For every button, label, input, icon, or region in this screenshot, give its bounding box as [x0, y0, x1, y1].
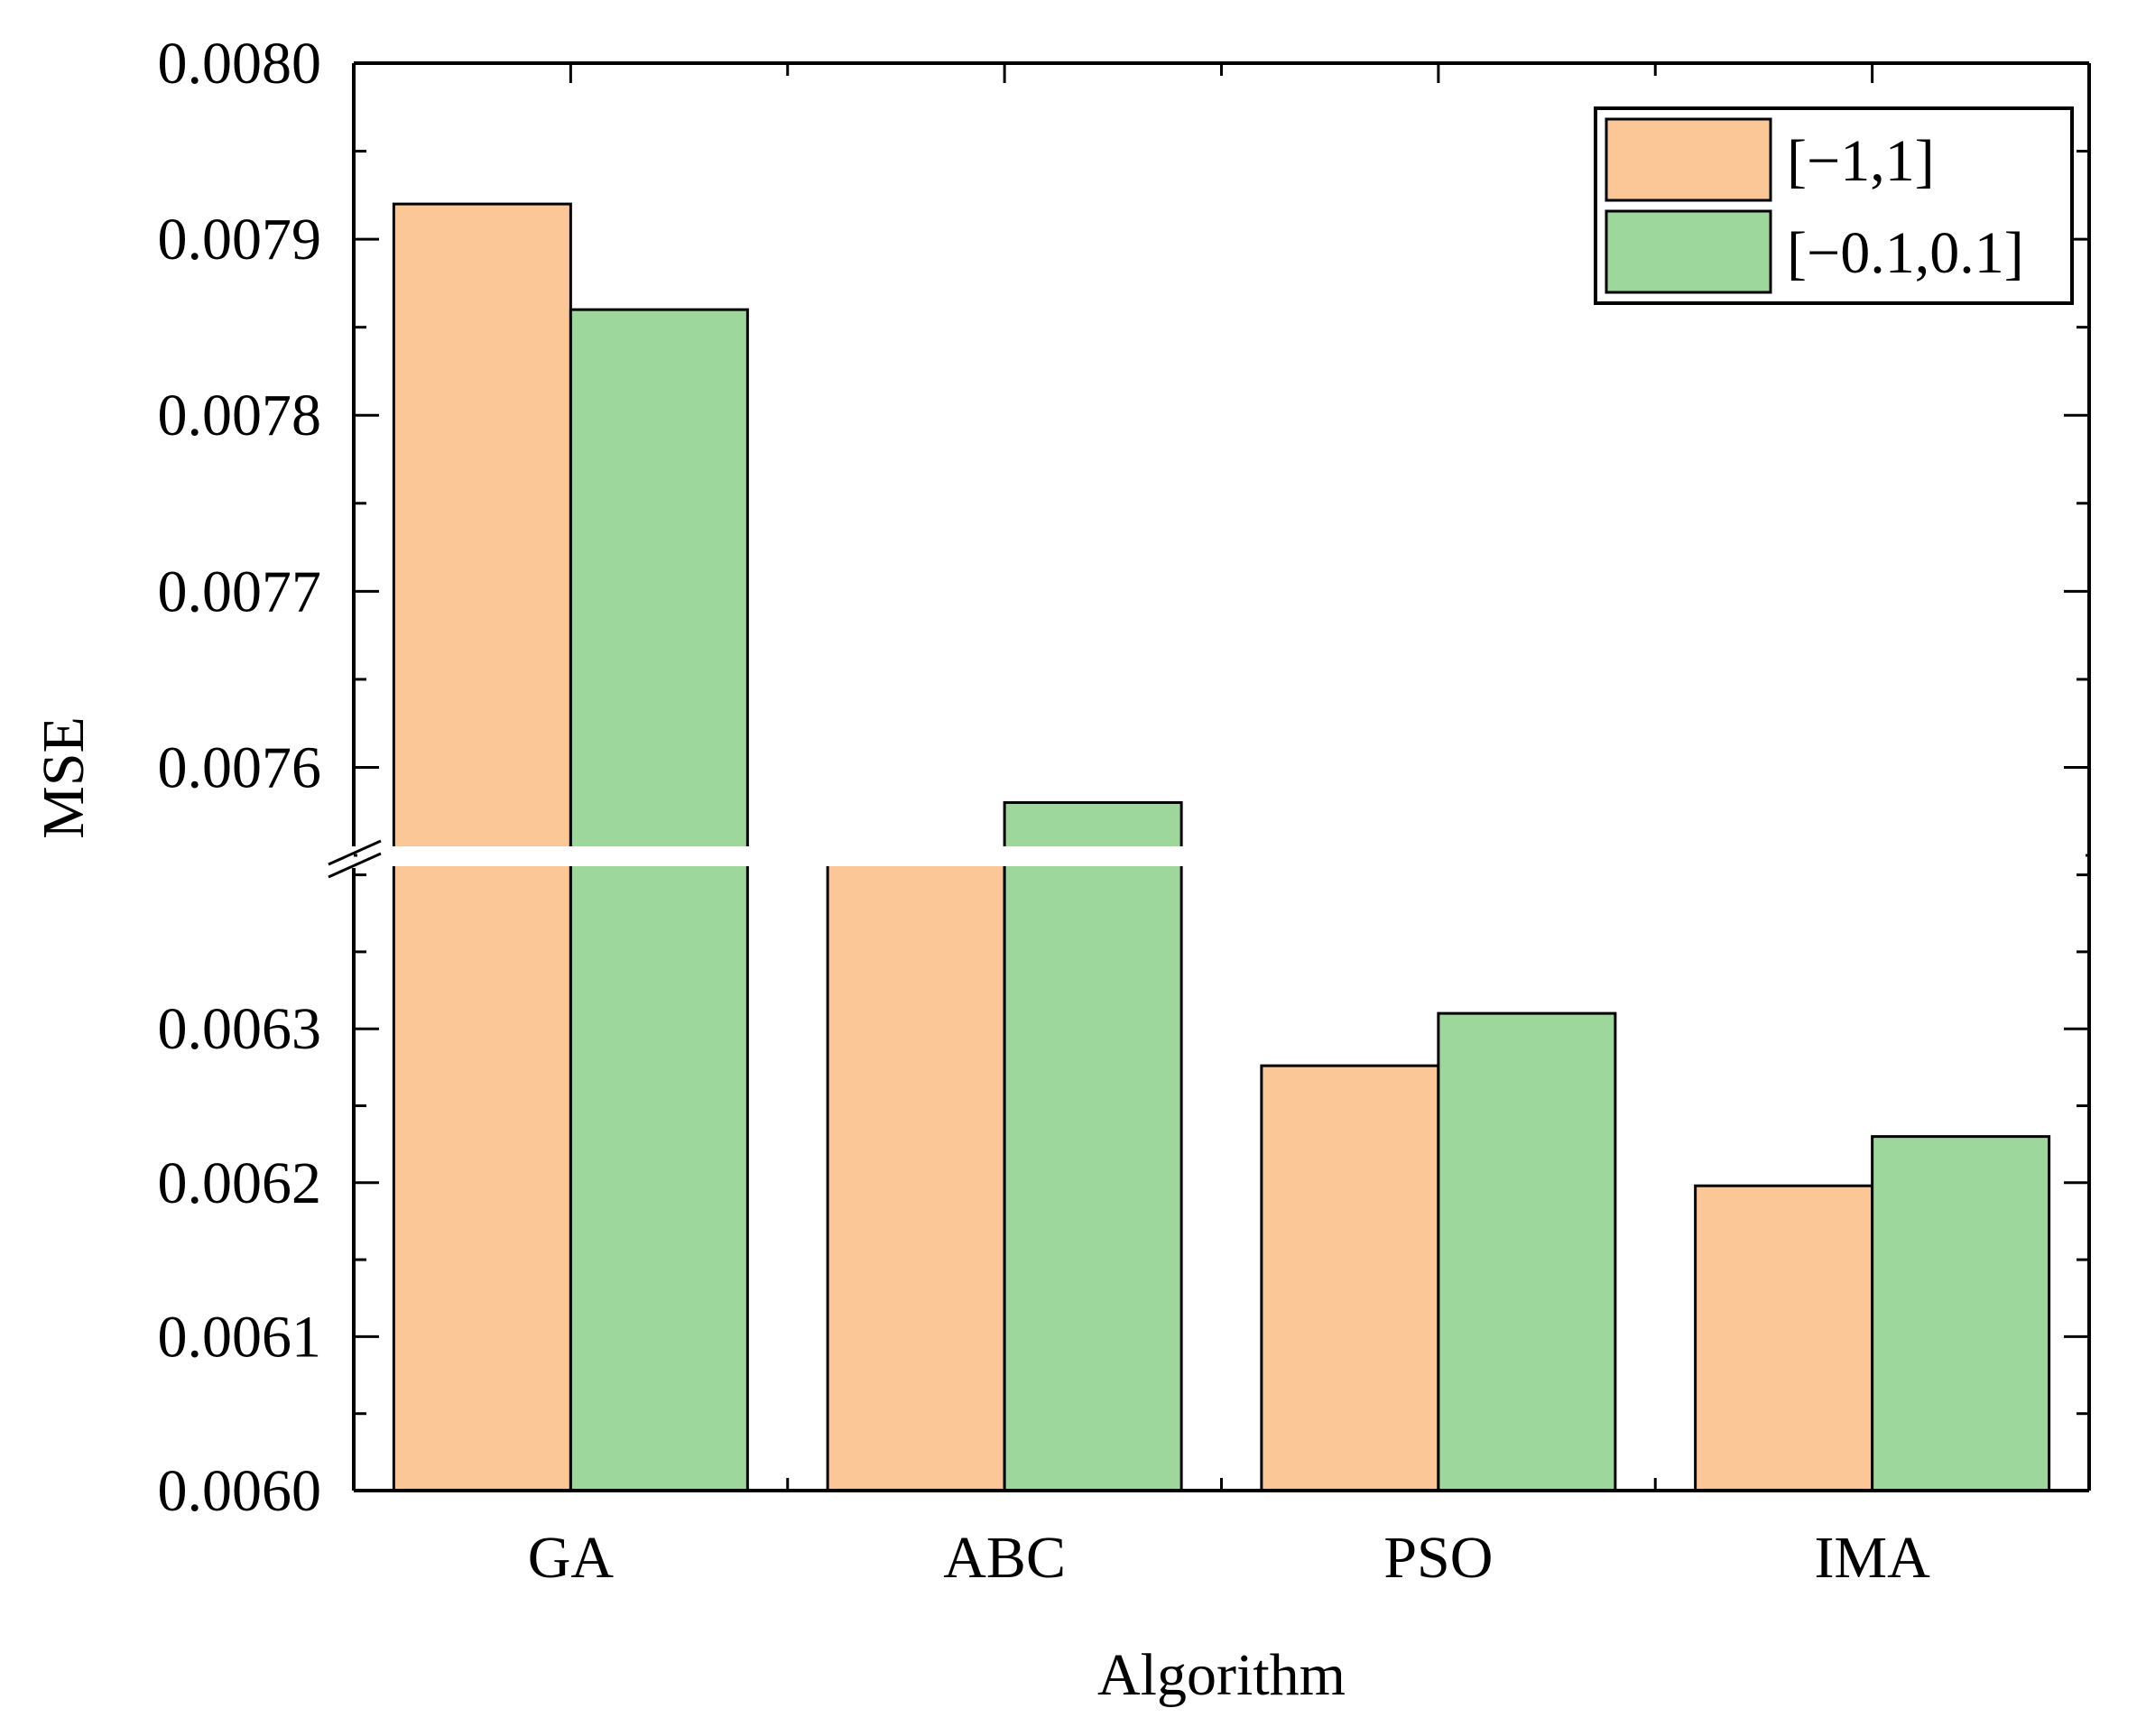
y-tick-label-0-0078: 0.0078 — [158, 383, 322, 448]
y-tick-label-0-0060: 0.0060 — [158, 1458, 322, 1524]
x-tick-label-ga: GA — [528, 1525, 615, 1591]
bar-ga-series-b — [569, 308, 749, 1492]
x-axis-title: Algorithm — [1097, 1642, 1346, 1708]
y-tick-label-0-0077: 0.0077 — [158, 559, 322, 624]
y-tick-label-0-0062: 0.0062 — [158, 1150, 322, 1216]
legend-label-series-a: [−1,1] — [1787, 128, 1935, 194]
axis-break-mark-upper — [328, 852, 382, 879]
bar-ima-series-b — [1871, 1135, 2051, 1492]
x-tick-label-ima: IMA — [1814, 1525, 1930, 1591]
y-tick-label-0-0080: 0.0080 — [158, 31, 322, 97]
axis-break-mark-lower — [328, 839, 382, 866]
y-axis-title: MSE — [31, 716, 97, 839]
y-tick-label-0-0063: 0.0063 — [158, 996, 322, 1062]
legend-label-series-b: [−0.1,0.1] — [1787, 220, 2024, 286]
x-tick-label-pso: PSO — [1383, 1525, 1493, 1591]
bar-pso-series-a — [1260, 1064, 1440, 1492]
bar-ima-series-a — [1694, 1184, 1874, 1492]
axis-break-gap — [357, 846, 2086, 866]
bar-abc-series-a — [826, 848, 1006, 1492]
legend-swatch-series-b — [1605, 209, 1772, 294]
y-tick-label-0-0061: 0.0061 — [158, 1304, 322, 1370]
bar-abc-series-b — [1003, 800, 1183, 1492]
x-tick-label-abc: ABC — [943, 1525, 1066, 1591]
y-tick-label-0-0079: 0.0079 — [158, 207, 322, 272]
legend-swatch-series-a — [1605, 117, 1772, 202]
bar-pso-series-b — [1437, 1011, 1617, 1492]
y-tick-label-0-0076: 0.0076 — [158, 734, 322, 800]
